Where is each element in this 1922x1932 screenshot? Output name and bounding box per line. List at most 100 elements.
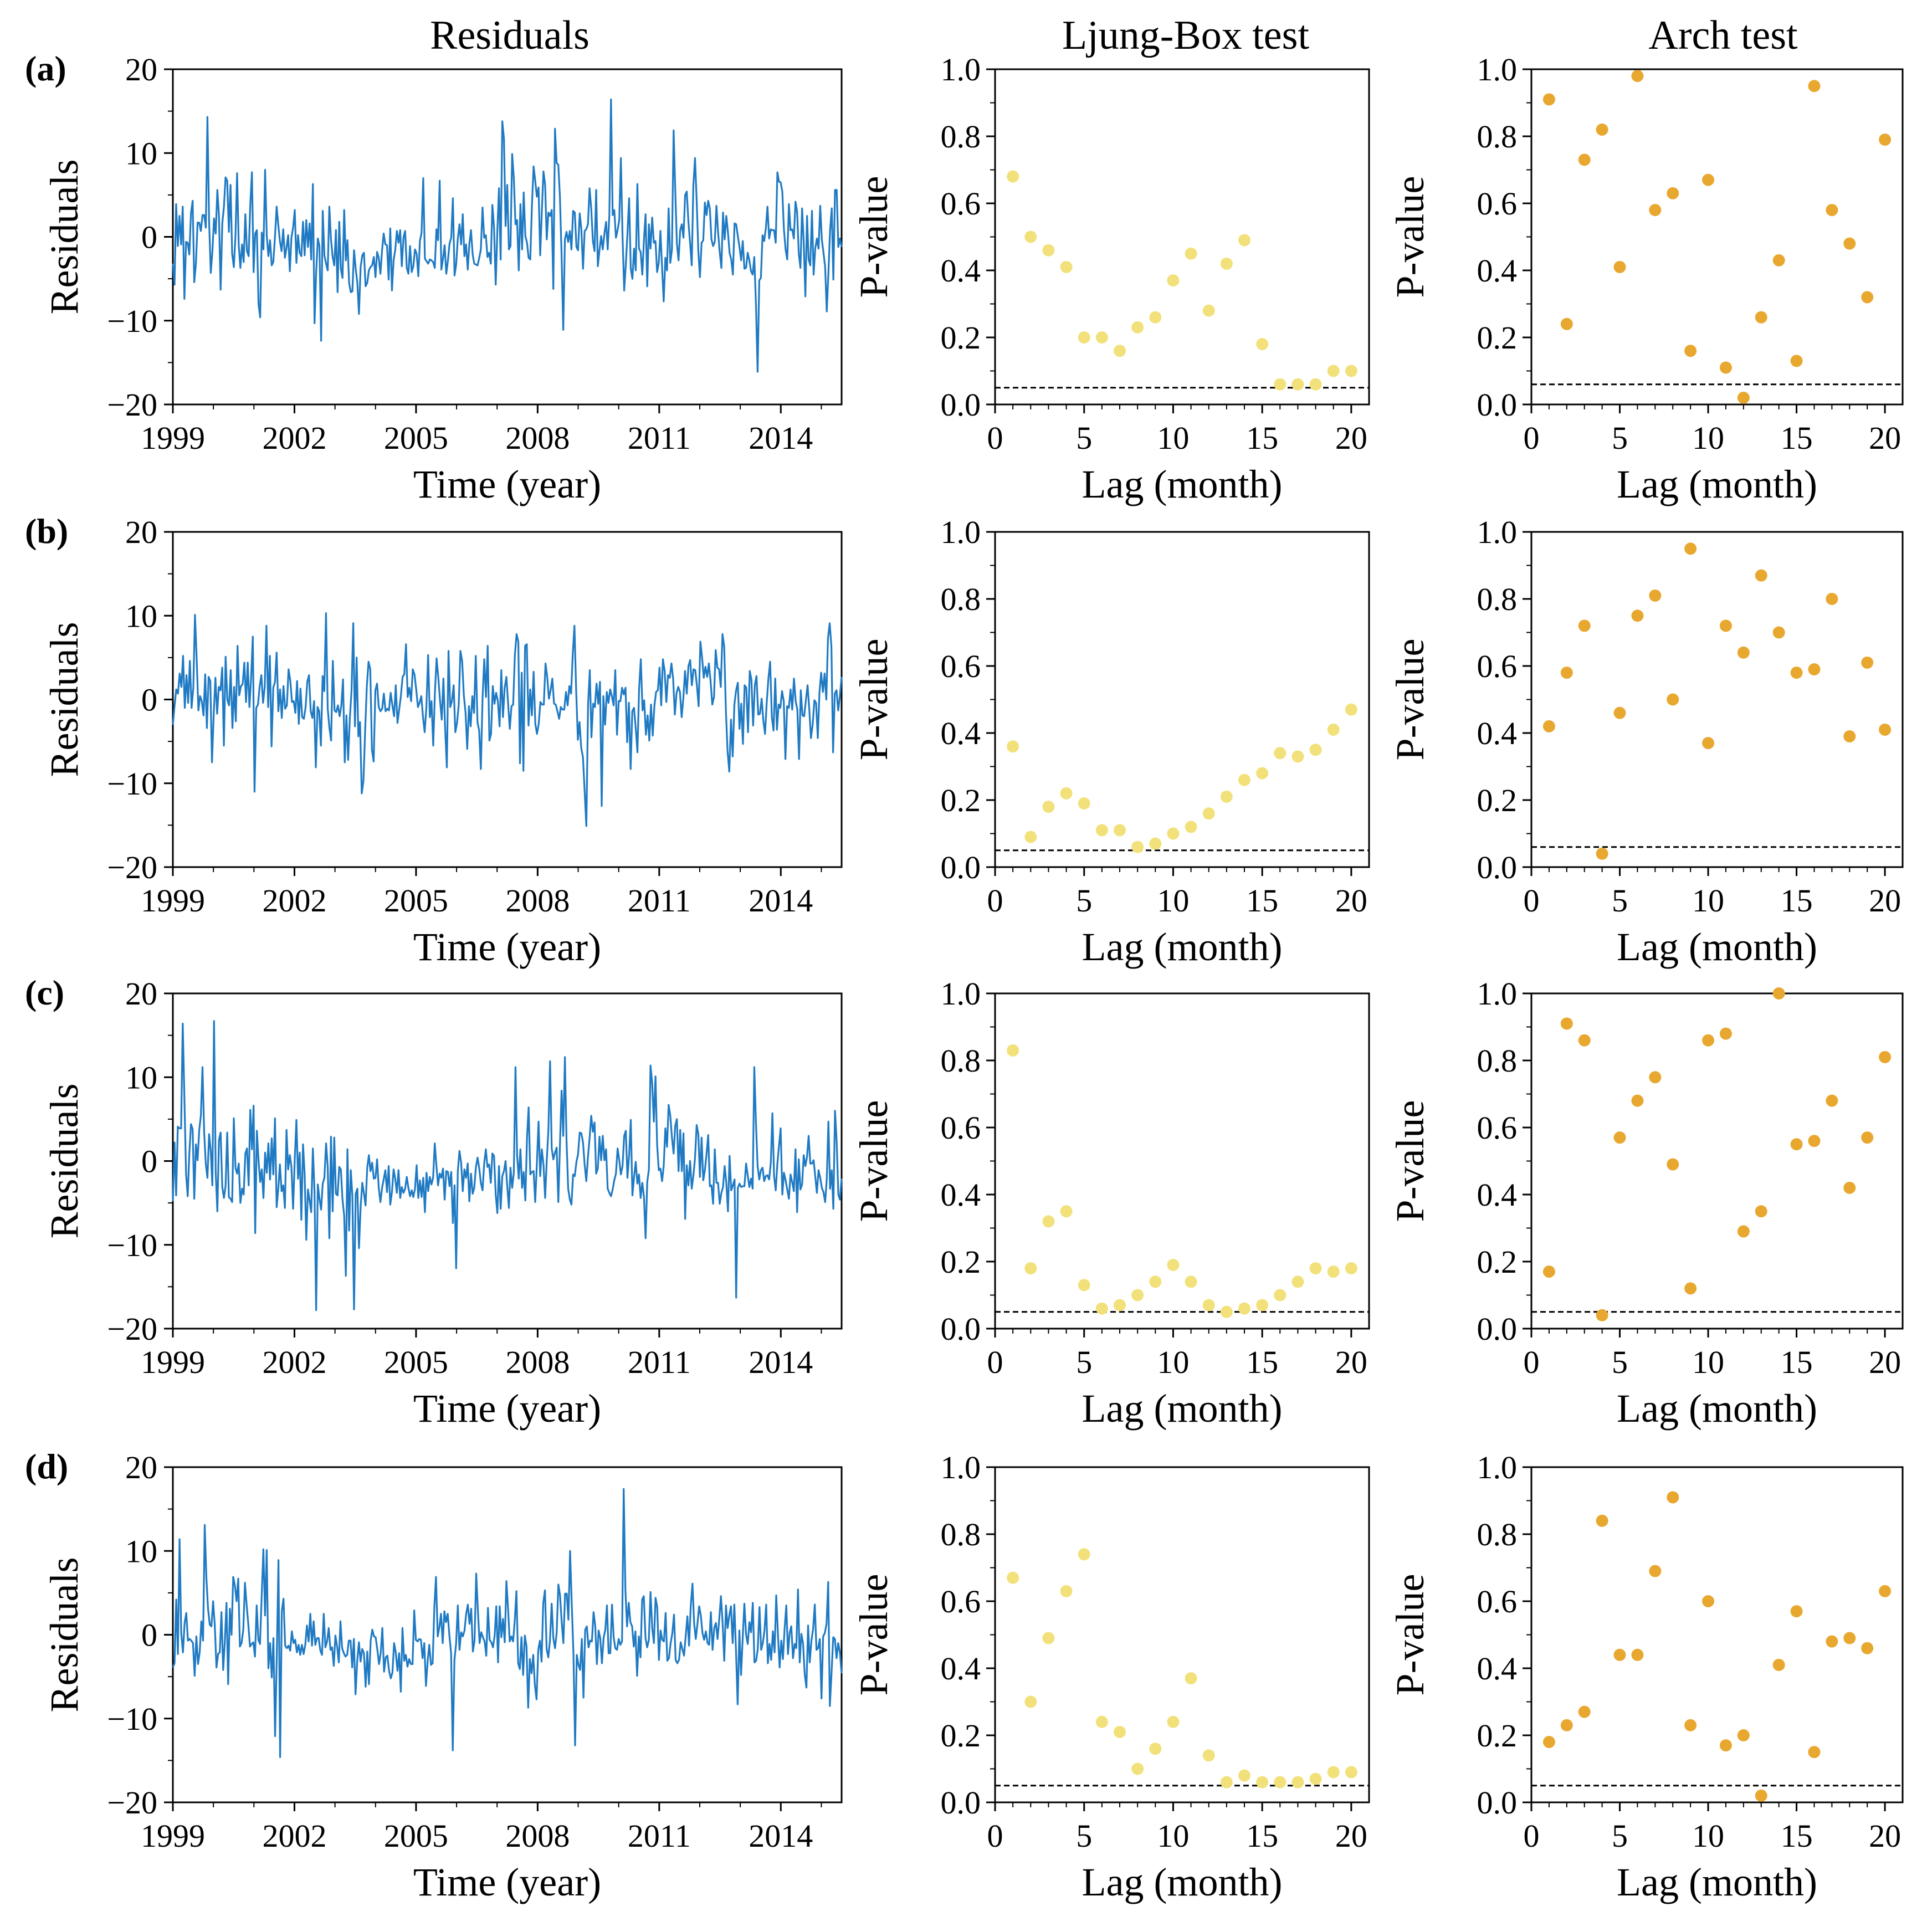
- x-axis-label: Lag (month): [1082, 925, 1283, 969]
- p-value-point: [1808, 1135, 1821, 1147]
- p-value-point: [1238, 234, 1250, 247]
- p-value-point: [1078, 1548, 1090, 1561]
- p-value-point: [1631, 609, 1644, 622]
- y-tick-label: 0: [141, 682, 157, 718]
- x-axis-label: Lag (month): [1082, 1386, 1283, 1431]
- x-tick-label: 5: [1076, 420, 1092, 456]
- y-tick-label: 20: [125, 976, 157, 1012]
- p-value-point: [1631, 70, 1644, 83]
- p-value-point: [1808, 663, 1821, 676]
- p-value-point: [1095, 1715, 1108, 1728]
- panel-label: (b): [25, 511, 68, 551]
- y-tick-label: 0.4: [1477, 1651, 1518, 1687]
- p-value-point: [1719, 1739, 1732, 1752]
- y-tick-label: 0.8: [1477, 581, 1518, 617]
- p-value-point: [1114, 345, 1126, 357]
- panel-label: (c): [25, 973, 64, 1012]
- p-value-point: [1274, 1289, 1287, 1301]
- arch-frame: [1530, 531, 1904, 868]
- p-value-point: [1024, 1695, 1037, 1708]
- y-tick-label: −10: [107, 766, 157, 802]
- p-value-point: [1114, 824, 1126, 837]
- x-tick-label: 5: [1612, 883, 1628, 919]
- y-axis-label: P-value: [852, 1100, 896, 1222]
- p-value-point: [1149, 837, 1162, 850]
- x-tick-label: 20: [1869, 420, 1901, 456]
- p-value-point: [1578, 1034, 1591, 1047]
- p-value-point: [1649, 589, 1662, 602]
- x-tick-label: 0: [1524, 883, 1540, 919]
- residual-series-line: [172, 1488, 843, 1758]
- x-tick-label: 20: [1869, 1344, 1901, 1380]
- p-value-point: [1631, 1094, 1644, 1107]
- x-tick-label: 2002: [262, 1344, 326, 1380]
- y-tick-label: 0: [141, 1617, 157, 1653]
- p-value-point: [1631, 1648, 1644, 1661]
- y-tick-label: 10: [125, 1059, 157, 1095]
- x-tick-label: 15: [1246, 1818, 1278, 1854]
- p-value-point: [1772, 987, 1785, 1000]
- x-tick-label: 1999: [141, 420, 205, 456]
- x-tick-label: 2014: [749, 883, 813, 919]
- y-tick-label: 0.8: [1477, 119, 1518, 155]
- x-axis-label: Time (year): [413, 1386, 601, 1431]
- p-value-point: [1560, 317, 1573, 330]
- p-value-point: [1131, 321, 1144, 334]
- x-axis-label: Time (year): [413, 925, 601, 969]
- x-tick-label: 2002: [262, 1818, 326, 1854]
- arch-panel: 0.0 0.2 0.4 0.6 0.8 1.0 0 5 10 15 20 P-value Lag (mo…: [1388, 52, 1904, 506]
- x-tick-label: 15: [1246, 1344, 1278, 1380]
- y-tick-label: −20: [107, 1311, 157, 1347]
- y-tick-label: 0: [141, 1144, 157, 1180]
- y-tick-label: 1.0: [941, 52, 981, 88]
- p-value-point: [1737, 1225, 1750, 1238]
- x-tick-label: 10: [1692, 883, 1724, 919]
- y-tick-label: 0.4: [941, 1651, 981, 1687]
- x-tick-label: 10: [1157, 1818, 1189, 1854]
- arch-panel: 0.0 0.2 0.4 0.6 0.8 1.0 0 5 10 15 20 P-value Lag (mo…: [1388, 514, 1904, 969]
- x-tick-label: 15: [1246, 883, 1278, 919]
- x-axis-label: Time (year): [413, 1860, 601, 1904]
- p-value-point: [1114, 1299, 1126, 1311]
- y-tick-label: 0.0: [941, 387, 981, 423]
- x-tick-label: 0: [987, 883, 1003, 919]
- p-value-point: [1095, 1302, 1108, 1315]
- p-value-point: [1042, 801, 1055, 813]
- p-value-point: [1291, 750, 1304, 763]
- p-value-point: [1578, 1705, 1591, 1718]
- x-tick-label: 20: [1335, 1344, 1367, 1380]
- y-tick-label: 1.0: [1477, 52, 1518, 88]
- x-tick-label: 2011: [628, 883, 691, 919]
- p-value-point: [1309, 1772, 1322, 1785]
- p-value-point: [1309, 1262, 1322, 1275]
- p-value-point: [1185, 1672, 1197, 1685]
- p-value-point: [1596, 847, 1608, 860]
- p-value-point: [1737, 646, 1750, 659]
- p-value-point: [1755, 311, 1767, 324]
- y-tick-label: 0.2: [1477, 782, 1518, 818]
- y-tick-label: 0.4: [941, 715, 981, 751]
- x-axis-label: Lag (month): [1082, 1860, 1283, 1904]
- arch-panel: 0.0 0.2 0.4 0.6 0.8 1.0 0 5 10 15 20 P-value Lag (mo…: [1388, 976, 1904, 1431]
- y-tick-label: 0.8: [1477, 1516, 1518, 1552]
- y-tick-label: 10: [125, 598, 157, 634]
- p-value-point: [1790, 1605, 1803, 1618]
- p-value-point: [1879, 1050, 1892, 1063]
- x-tick-label: 2014: [749, 1344, 813, 1380]
- y-tick-label: 0.8: [941, 119, 981, 155]
- x-tick-label: 5: [1076, 1818, 1092, 1854]
- y-tick-label: 0.8: [941, 1516, 981, 1552]
- residual-series-line: [172, 612, 843, 827]
- p-value-point: [1879, 723, 1892, 736]
- p-value-point: [1826, 1094, 1838, 1107]
- y-tick-label: 0.0: [1477, 849, 1518, 885]
- p-value-point: [1309, 744, 1322, 756]
- p-value-point: [1256, 767, 1269, 780]
- p-value-point: [1202, 1749, 1215, 1762]
- x-tick-label: 0: [987, 420, 1003, 456]
- x-tick-label: 2011: [628, 1818, 691, 1854]
- y-axis-label: P-value: [1388, 1574, 1432, 1696]
- y-tick-label: 0.4: [1477, 715, 1518, 751]
